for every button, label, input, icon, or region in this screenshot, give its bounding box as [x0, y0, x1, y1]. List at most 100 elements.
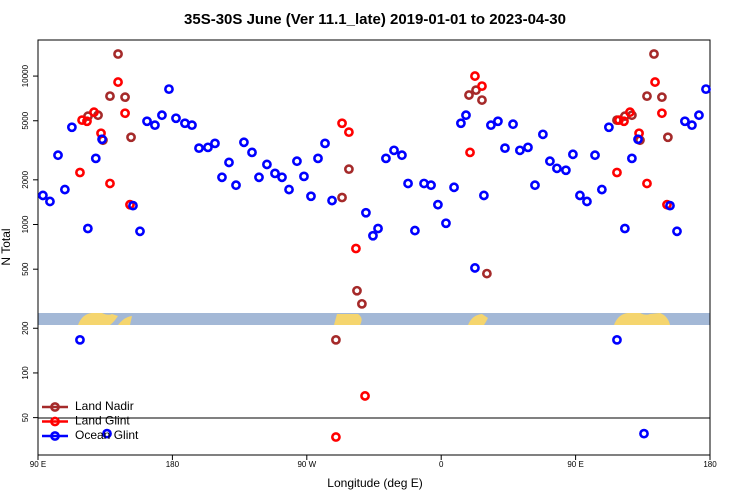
point — [75, 167, 85, 178]
point — [596, 184, 607, 195]
y-tick-label: 200 — [21, 321, 30, 335]
point — [477, 95, 487, 105]
point — [537, 129, 548, 140]
point — [357, 298, 367, 309]
point — [672, 226, 682, 237]
point — [626, 153, 637, 164]
point — [625, 107, 635, 118]
plot-frame — [37, 39, 711, 456]
point — [203, 142, 213, 153]
point — [351, 243, 361, 254]
point — [142, 116, 152, 127]
point — [619, 116, 629, 127]
point — [59, 184, 70, 195]
point — [426, 180, 436, 191]
point — [53, 150, 63, 161]
point — [331, 432, 341, 442]
y-tick-label: 5000 — [21, 111, 30, 129]
point — [120, 92, 130, 103]
point — [352, 285, 362, 296]
point — [344, 127, 354, 138]
point — [552, 163, 562, 174]
point — [464, 90, 474, 100]
point — [461, 110, 471, 121]
point — [680, 116, 690, 127]
point — [89, 107, 99, 118]
point — [313, 153, 323, 164]
point — [650, 77, 660, 87]
point — [126, 132, 136, 143]
point — [284, 184, 294, 195]
point — [441, 218, 451, 229]
point — [477, 81, 487, 91]
point — [299, 171, 309, 182]
point — [239, 137, 249, 148]
point — [657, 92, 667, 103]
point — [82, 223, 93, 234]
point — [568, 149, 578, 160]
point — [481, 268, 492, 279]
point — [687, 120, 697, 131]
point — [231, 180, 241, 191]
point — [97, 134, 107, 145]
point — [45, 196, 55, 207]
point — [344, 164, 354, 175]
point — [277, 172, 287, 183]
point — [701, 84, 711, 95]
point — [327, 195, 337, 206]
point — [389, 145, 399, 156]
point — [150, 120, 160, 131]
point — [77, 115, 87, 126]
point — [479, 190, 489, 201]
point — [465, 147, 475, 158]
point — [530, 180, 540, 191]
point — [397, 150, 407, 161]
point — [493, 116, 503, 127]
point — [331, 334, 341, 345]
point — [649, 49, 659, 59]
legend-marker — [50, 402, 60, 412]
point — [433, 199, 443, 210]
point — [66, 122, 77, 133]
point — [612, 334, 622, 345]
point — [500, 143, 510, 154]
x-tick-label: 180 — [166, 460, 180, 469]
point — [514, 145, 525, 156]
point — [470, 71, 480, 81]
point — [545, 156, 555, 167]
y-tick-label: 500 — [21, 262, 30, 276]
point — [508, 119, 518, 130]
point — [120, 108, 130, 119]
legend-label: Land Glint — [75, 414, 130, 428]
point — [590, 150, 600, 161]
point — [270, 168, 280, 179]
point — [113, 77, 123, 87]
legend-label: Land Nadir — [75, 399, 134, 413]
point — [157, 110, 167, 121]
y-tick-label: 10000 — [21, 64, 30, 87]
y-tick-label: 50 — [21, 413, 30, 422]
point — [642, 91, 652, 101]
point — [619, 223, 630, 234]
point — [368, 230, 378, 241]
y-axis-label: N Total — [0, 228, 13, 265]
x-tick-label: 90 W — [297, 460, 316, 469]
x-axis-label: Longitude (deg E) — [327, 476, 422, 490]
point — [306, 191, 316, 202]
point — [224, 157, 234, 168]
y-tick-label: 2000 — [21, 170, 30, 188]
x-tick-label: 90 E — [30, 460, 46, 469]
x-tick-label: 0 — [439, 460, 444, 469]
point — [90, 153, 101, 164]
point — [657, 108, 667, 119]
point — [320, 138, 330, 149]
point — [254, 172, 264, 183]
point — [82, 116, 92, 127]
point — [247, 147, 257, 158]
point — [292, 156, 302, 167]
point — [262, 159, 272, 170]
legend-marker — [50, 416, 60, 427]
point — [694, 110, 704, 121]
point — [373, 223, 383, 234]
point — [486, 120, 496, 131]
